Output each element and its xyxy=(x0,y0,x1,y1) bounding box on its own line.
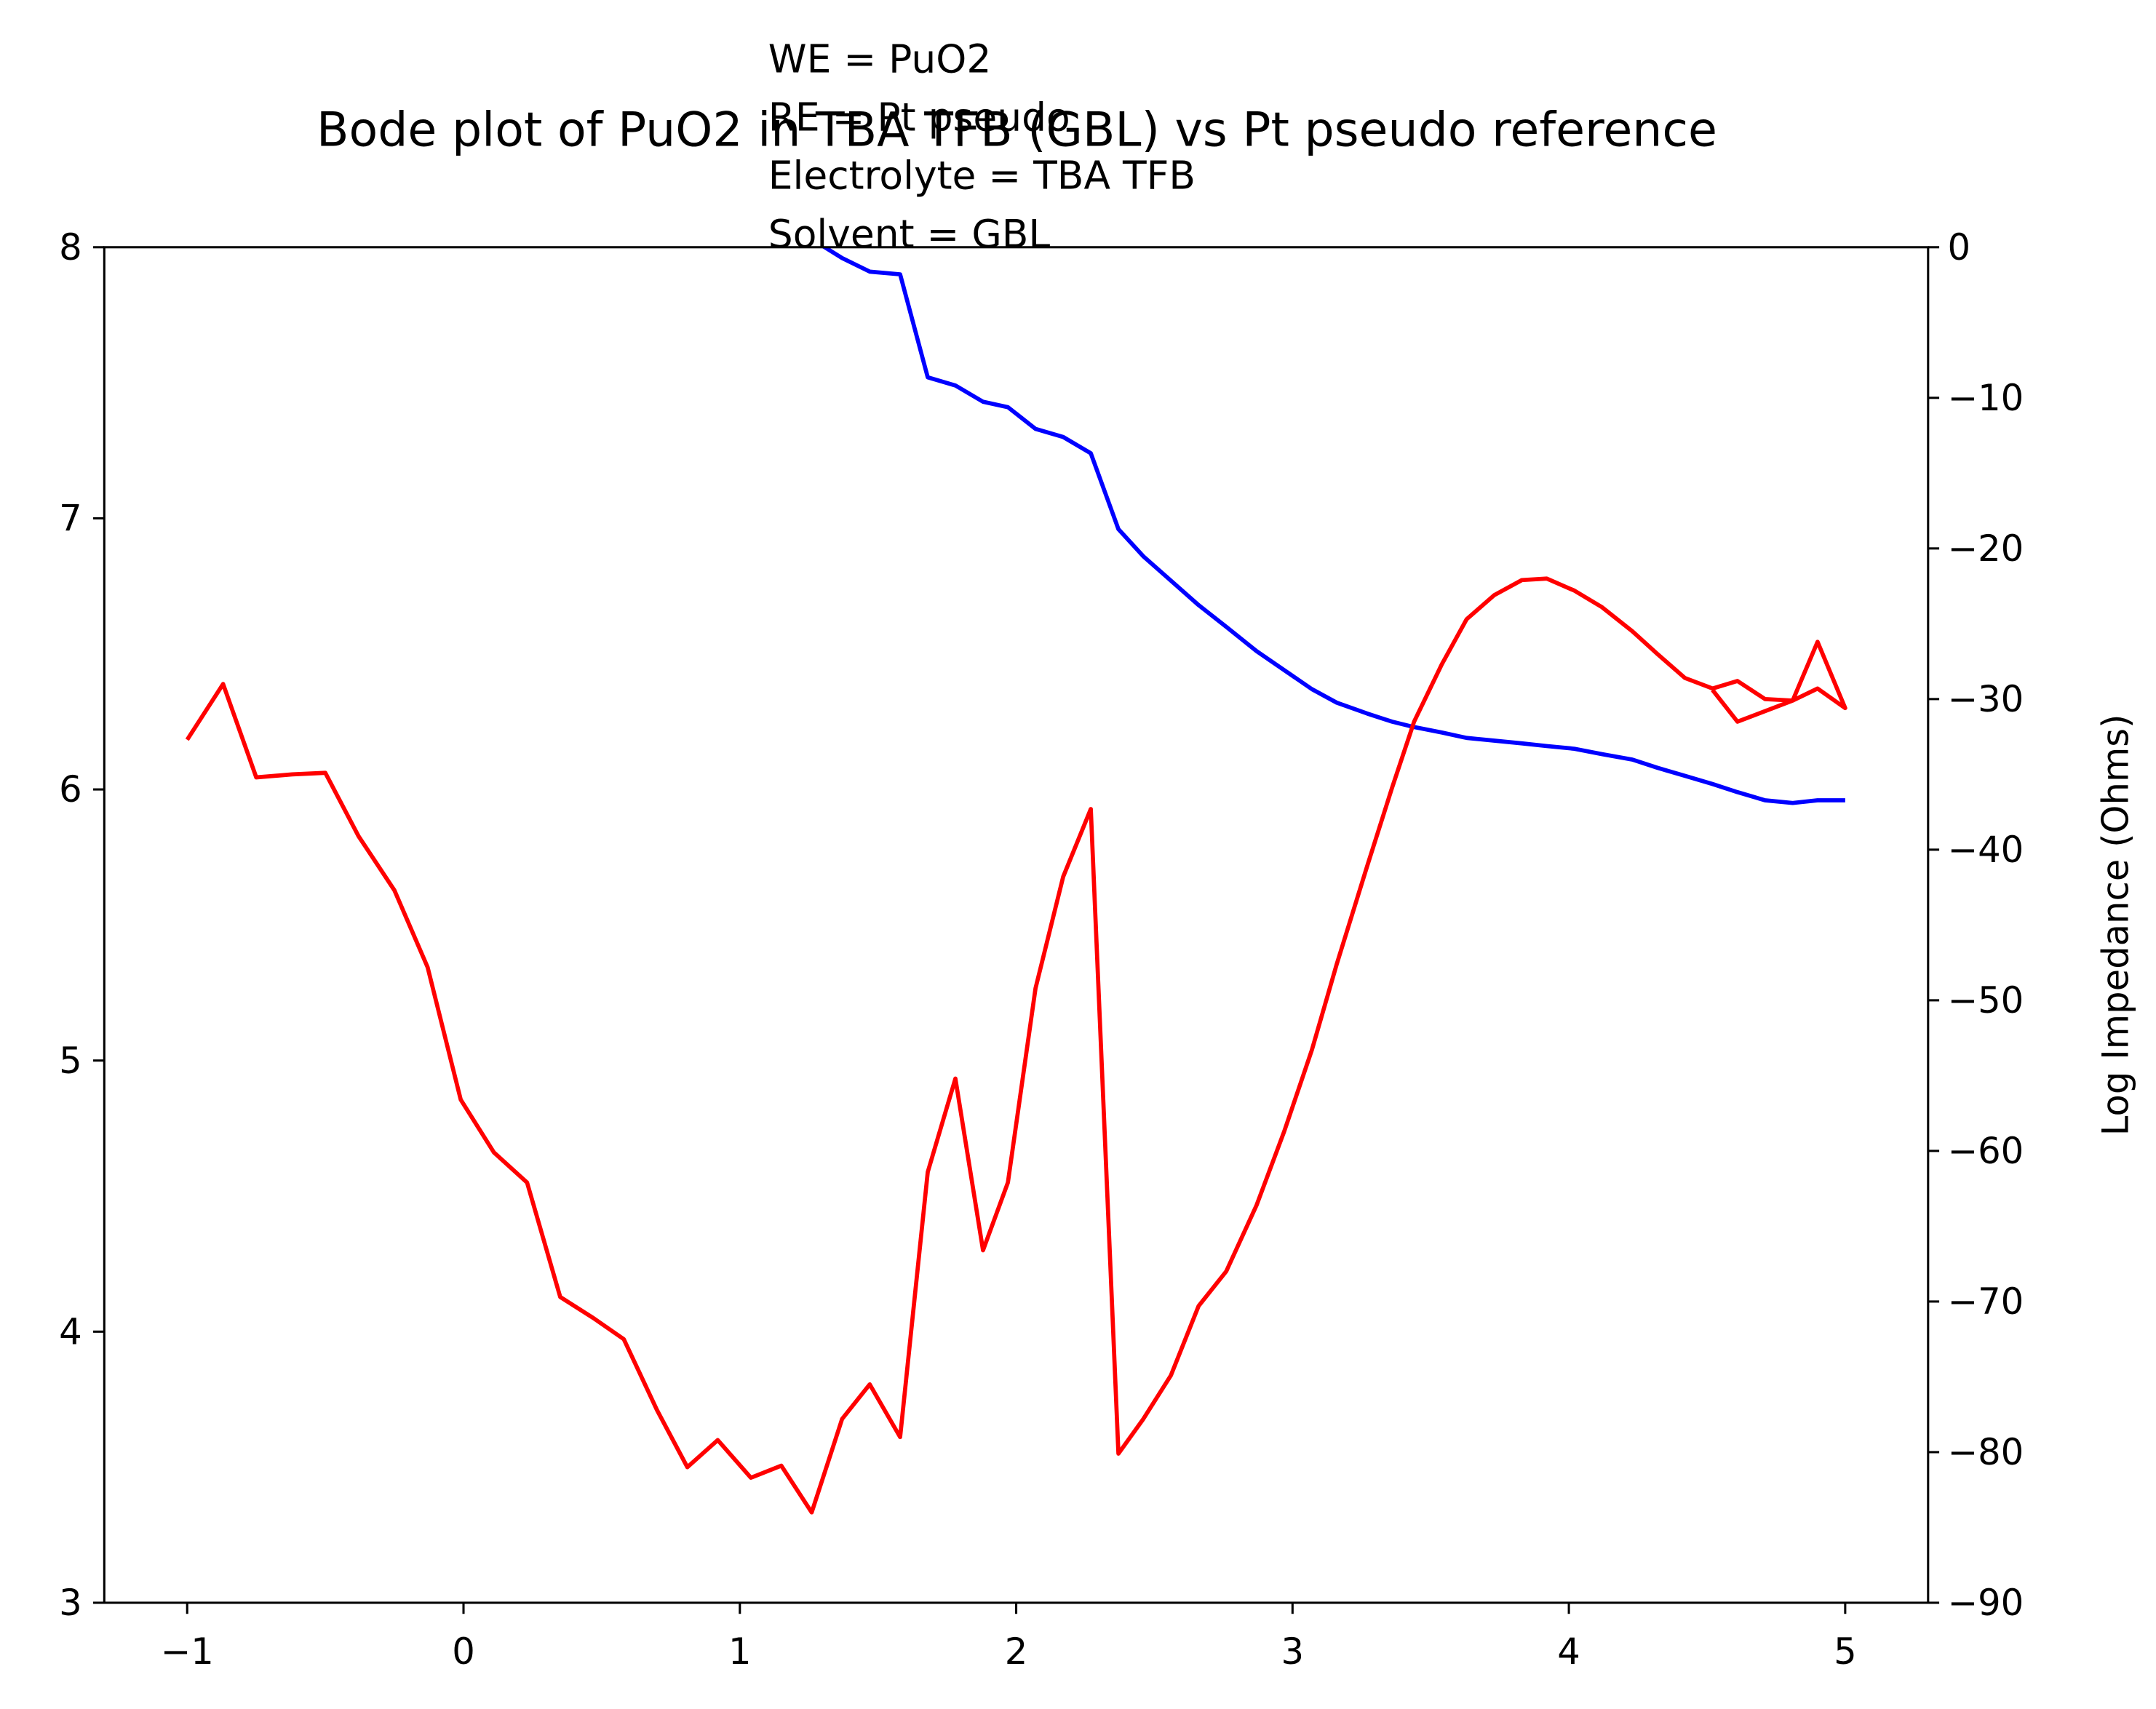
y-tick-label: 4 xyxy=(59,1311,82,1353)
y2-tick-label: −20 xyxy=(1948,527,2024,570)
y-tick-label: 6 xyxy=(59,768,82,810)
y2-tick-label: −80 xyxy=(1948,1431,2024,1473)
data-line xyxy=(185,576,1847,1515)
plot-frame xyxy=(103,246,1930,1604)
x-tick-label: 1 xyxy=(728,1630,752,1673)
y-tick-label: 3 xyxy=(59,1582,82,1624)
y-tick-label: 7 xyxy=(59,498,82,540)
x-tick-label: 0 xyxy=(452,1630,475,1673)
y-tick-label: 5 xyxy=(59,1040,82,1082)
y-tick-label: 8 xyxy=(59,226,82,268)
y2-tick-label: −70 xyxy=(1948,1280,2024,1323)
x-tick-label: −1 xyxy=(161,1630,214,1673)
data-line xyxy=(821,247,1845,805)
y2-tick-label: −30 xyxy=(1948,678,2024,720)
x-tick-label: 5 xyxy=(1834,1630,1857,1673)
plot-area xyxy=(185,247,1847,1515)
x-tick-label: 4 xyxy=(1557,1630,1580,1673)
y2-tick-label: −50 xyxy=(1948,979,2024,1021)
y2-tick-label: −90 xyxy=(1948,1582,2024,1624)
y2-tick-label: −60 xyxy=(1948,1130,2024,1172)
x-tick-label: 2 xyxy=(1005,1630,1028,1673)
x-tick-label: 3 xyxy=(1281,1630,1305,1673)
annotation: WE = PuO2 xyxy=(768,36,992,81)
chart-title: Bode plot of PuO2 in TBA TFB (GBL) vs Pt… xyxy=(317,103,1717,157)
y2-tick-label: 0 xyxy=(1948,226,1971,268)
annotation: RE = Pt pseudo xyxy=(768,94,1070,140)
annotation: Solvent = GBL xyxy=(768,211,1051,257)
y2-axis-label: Log Impedance (Ohms) xyxy=(2095,714,2137,1136)
y2-tick-label: −10 xyxy=(1948,377,2024,419)
annotation: Electrolyte = TBA TFB xyxy=(768,153,1196,199)
y2-tick-label: −40 xyxy=(1948,829,2024,871)
